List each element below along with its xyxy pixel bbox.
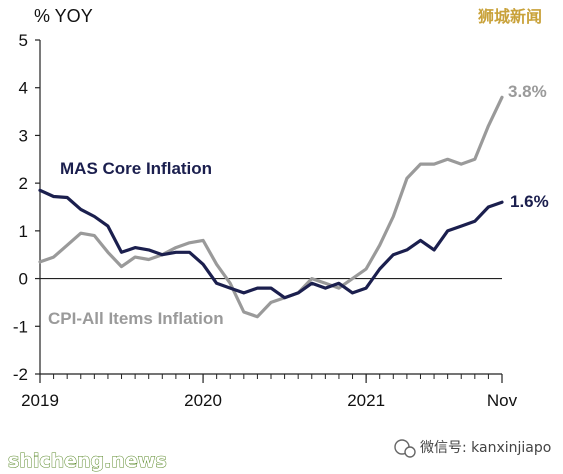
watermark-wechat: 微信号: kanxinjiapo <box>420 440 551 456</box>
x-axis-ticks: 2019 2020 2021 Nov <box>21 374 518 410</box>
y-tick-label: 4 <box>19 79 28 98</box>
y-tick-label: -2 <box>13 365 28 384</box>
y-axis-ticks: 5 4 3 2 1 0 -1 -2 <box>13 31 40 384</box>
y-tick-label: 0 <box>19 270 28 289</box>
x-tick-label: Nov <box>487 391 518 410</box>
y-tick-label: 2 <box>19 174 28 193</box>
end-label-core: 1.6% <box>510 192 549 211</box>
x-tick-label: 2019 <box>21 391 59 410</box>
watermark-site: shicheng.news <box>8 450 167 472</box>
y-unit-label: % YOY <box>34 6 93 26</box>
y-tick-label: 5 <box>19 31 28 50</box>
y-tick-label: 1 <box>19 222 28 241</box>
series-line-core-inflation <box>38 188 504 300</box>
series-label-cpi: CPI-All Items Inflation <box>48 309 224 328</box>
wechat-icon <box>394 439 416 458</box>
y-tick-label: -1 <box>13 317 28 336</box>
y-tick-label: 3 <box>19 126 28 145</box>
x-tick-label: 2020 <box>184 391 222 410</box>
series-lines <box>38 95 504 319</box>
watermark-top-right: 狮城新闻 <box>477 7 542 26</box>
series-label-core: MAS Core Inflation <box>60 159 212 178</box>
end-label-cpi: 3.8% <box>508 82 547 101</box>
x-tick-label: 2021 <box>347 391 385 410</box>
series-line-cpi-all-items <box>38 95 504 319</box>
